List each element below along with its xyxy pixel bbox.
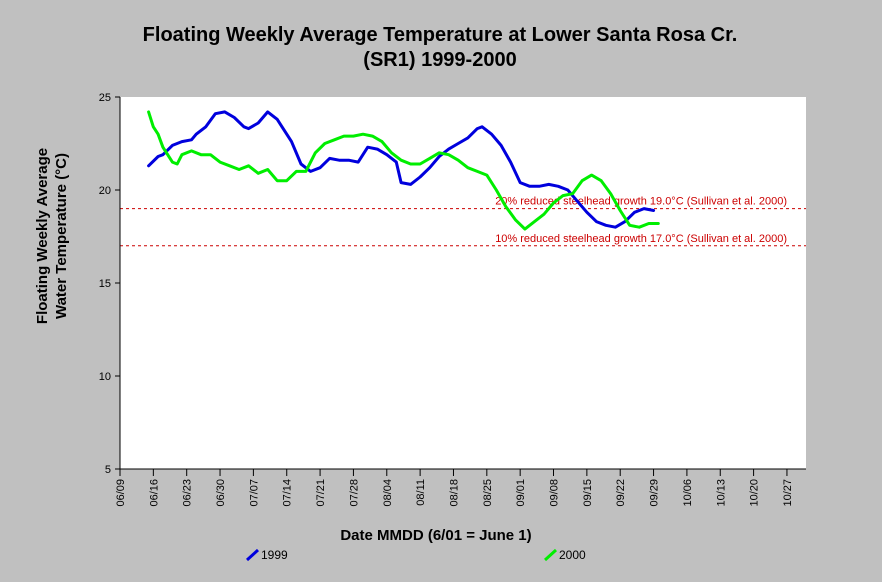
x-tick-label: 06/30	[215, 479, 227, 507]
x-tick-label: 07/21	[315, 479, 327, 507]
y-tick-label: 10	[99, 371, 111, 383]
reference-line-label: 20% reduced steelhead growth 19.0°C (Sul…	[495, 196, 787, 208]
series-lines	[147, 110, 660, 231]
chart-title: Floating Weekly Average Temperature at L…	[143, 24, 738, 46]
x-tick-label: 09/29	[649, 479, 661, 507]
x-tick-label: 07/28	[348, 479, 360, 507]
y-tick-label: 15	[99, 278, 111, 290]
series-line-2000	[147, 110, 660, 231]
x-tick-label: 08/18	[448, 479, 460, 507]
y-tick-label: 25	[99, 92, 111, 104]
legend-label: 2000	[559, 548, 586, 562]
plot-area	[120, 97, 806, 469]
reference-line-label: 10% reduced steelhead growth 17.0°C (Sul…	[495, 233, 787, 245]
x-axis-ticks: 06/09 06/16 06/23 06/30 07/07 07/14 07/21 07/28…	[115, 469, 794, 507]
legend-label: 1999	[261, 548, 288, 562]
x-tick-label: 09/01	[515, 479, 527, 507]
x-tick-label: 09/15	[582, 479, 594, 507]
series-line-1999	[147, 110, 656, 229]
y-tick-label: 20	[99, 185, 111, 197]
x-tick-label: 06/16	[148, 479, 160, 507]
y-tick-label: 5	[105, 464, 111, 476]
x-axis-label: Date MMDD (6/01 = June 1)	[340, 527, 531, 544]
y-axis-ticks: 5 10 15 20 25	[99, 92, 120, 476]
x-tick-label: 07/07	[248, 479, 260, 507]
x-tick-label: 10/06	[682, 479, 694, 507]
x-tick-label: 10/20	[749, 479, 761, 507]
x-tick-label: 10/13	[715, 479, 727, 507]
x-tick-label: 06/09	[115, 479, 127, 507]
x-tick-label: 07/14	[282, 479, 294, 507]
chart-subtitle: (SR1) 1999-2000	[363, 49, 516, 71]
legend-swatch	[543, 548, 558, 562]
x-tick-label: 08/25	[482, 479, 494, 507]
legend-swatch	[245, 548, 260, 562]
reference-lines: 20% reduced steelhead growth 19.0°C (Sul…	[120, 196, 806, 247]
legend: 1999 2000	[245, 548, 586, 562]
x-tick-label: 08/11	[415, 479, 427, 506]
x-tick-label: 09/08	[549, 479, 561, 507]
y-axis-label-line2: Water Temperature (°C)	[53, 153, 70, 319]
y-axis-label-line1: Floating Weekly Average	[34, 148, 51, 324]
x-tick-label: 06/23	[182, 479, 194, 507]
x-tick-label: 08/04	[382, 479, 394, 507]
x-tick-label: 10/27	[782, 479, 794, 507]
x-tick-label: 09/22	[615, 479, 627, 507]
